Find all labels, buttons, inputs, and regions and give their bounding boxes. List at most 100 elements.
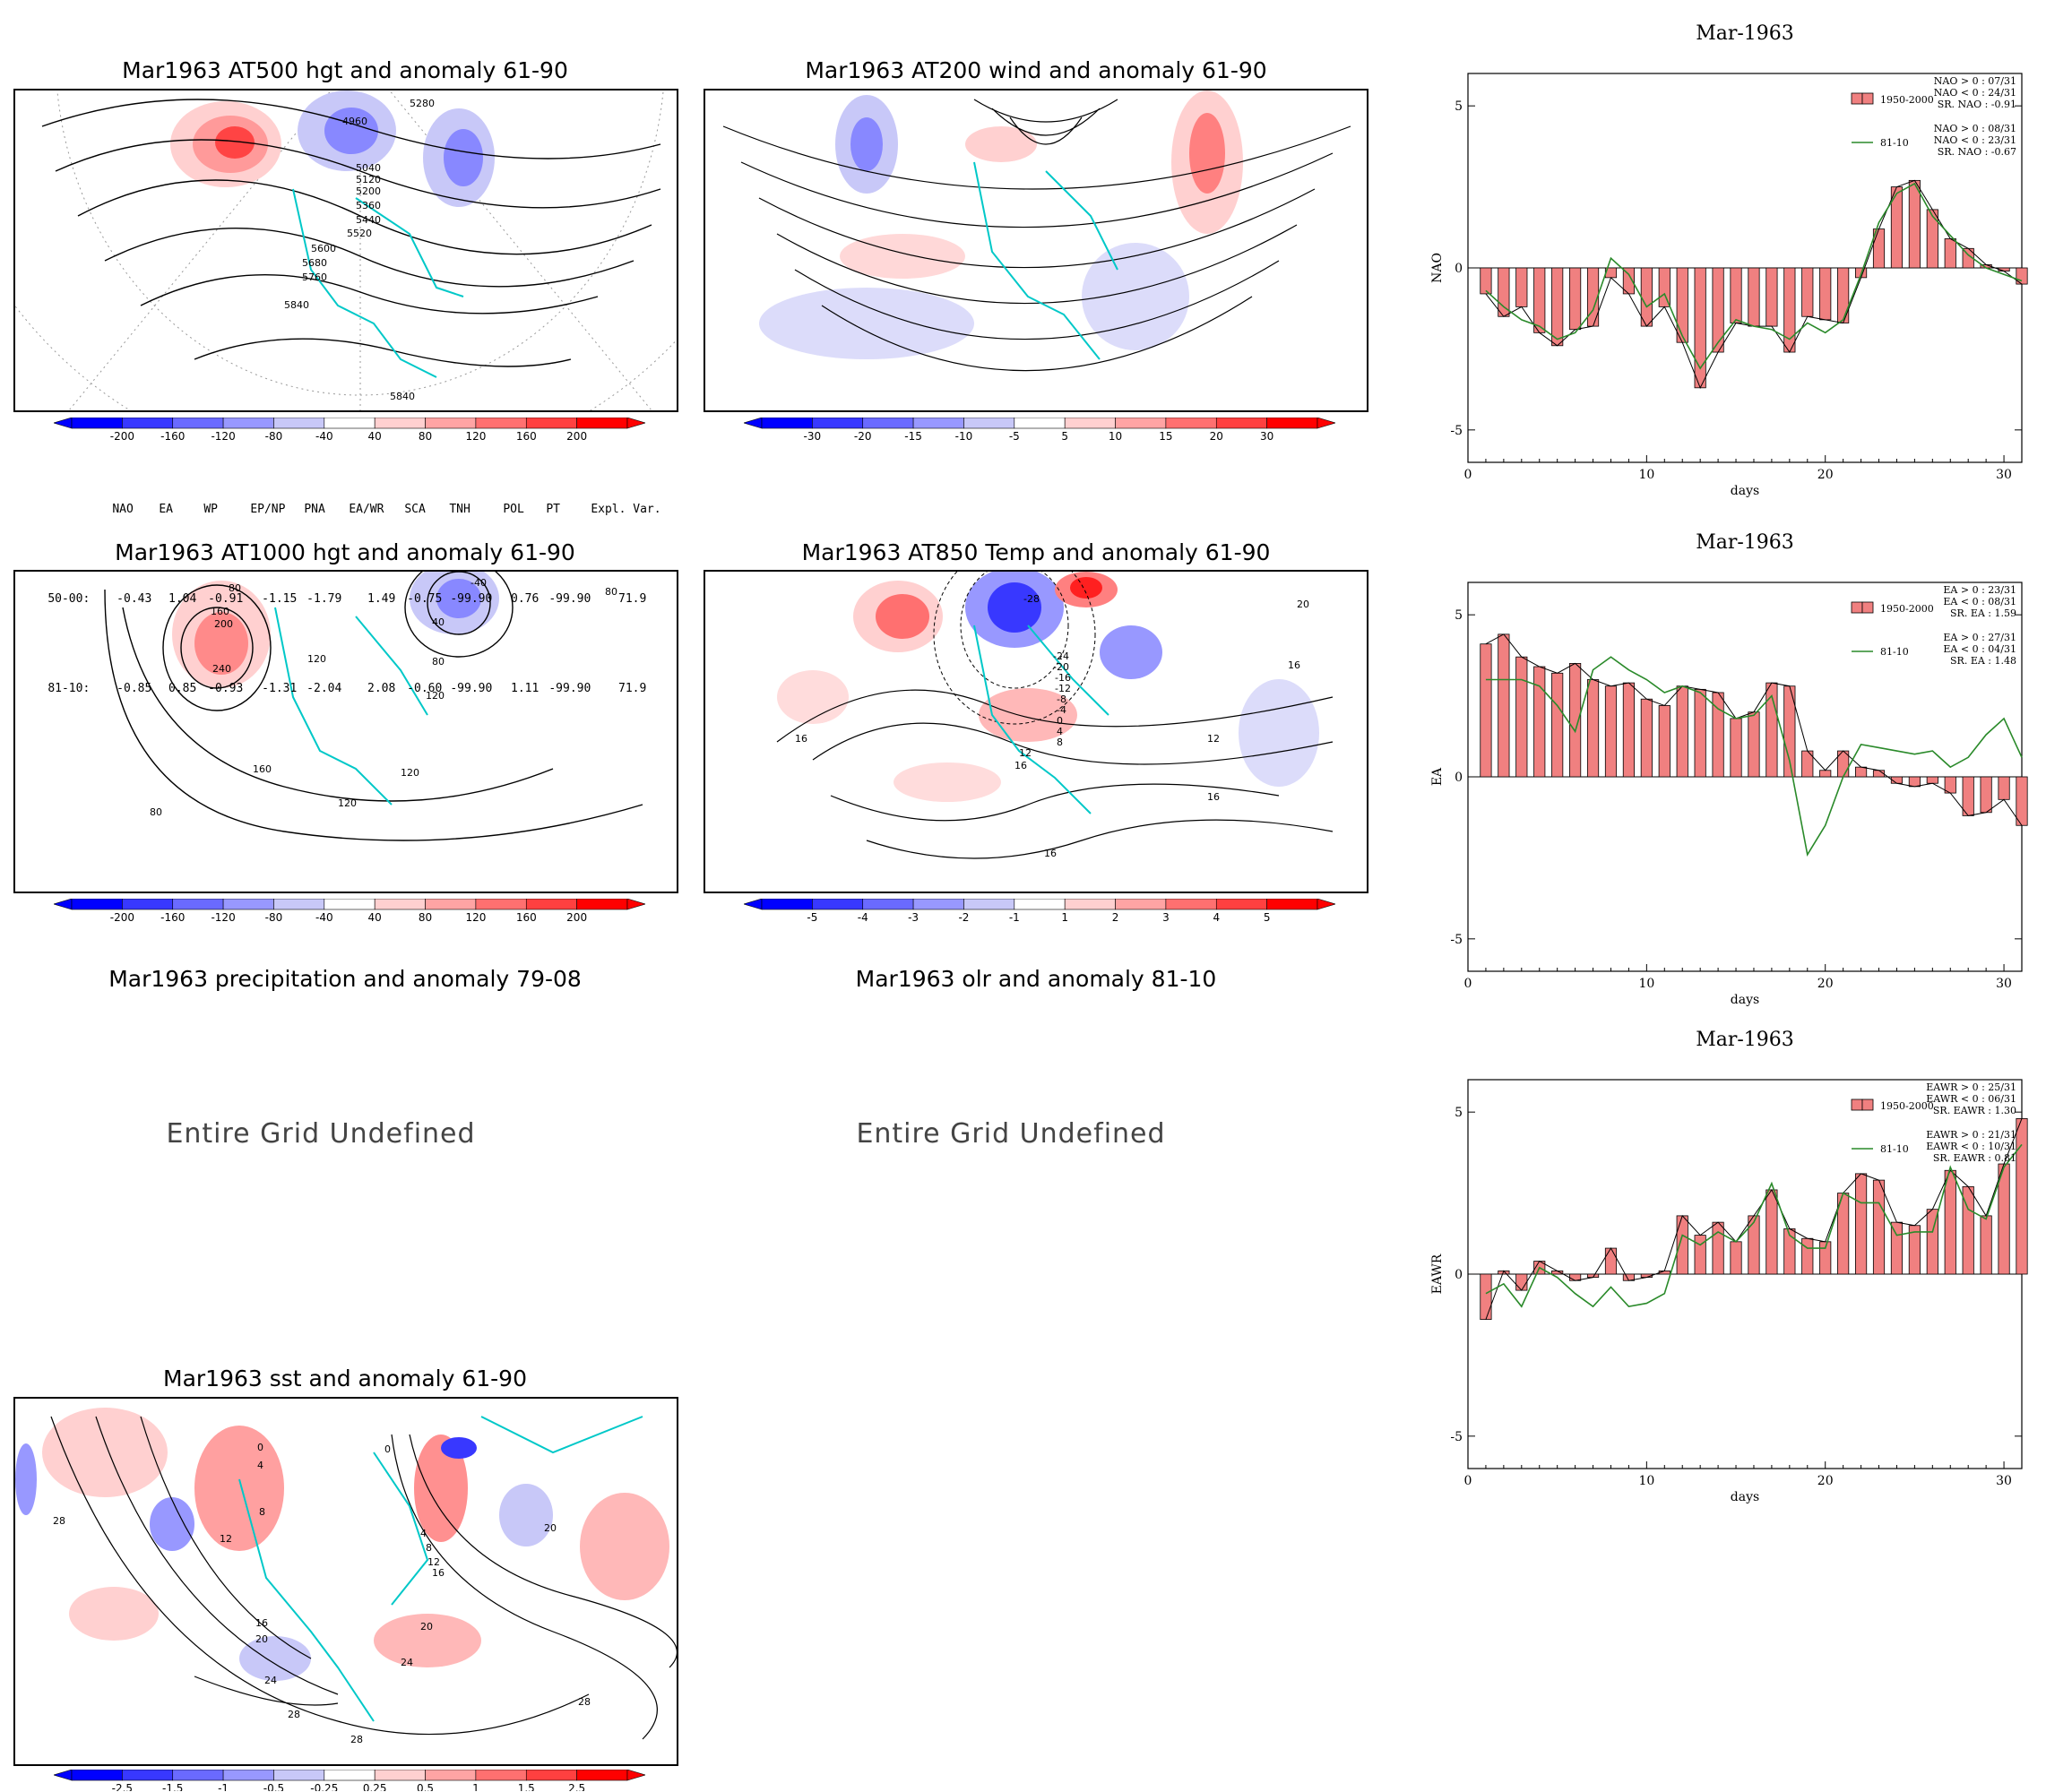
colorbar-arrow-left: [54, 1770, 73, 1781]
map-at500-plot: 5280 4960 5040 5120 5200 5360 5440 5520 …: [15, 90, 677, 410]
contour-label: -20: [1053, 661, 1069, 673]
legend-stat-1950-2000: NAO > 0 : 07/31: [1934, 75, 2016, 87]
colorbar-tick-label: 30: [1260, 430, 1273, 443]
chart-title: Mar-1963: [1696, 22, 1794, 45]
contour-label: 5120: [356, 174, 381, 185]
bar: [1515, 656, 1528, 778]
colorbar-arrow-right: [1317, 899, 1335, 910]
bar: [1819, 267, 1832, 321]
colorbar-tick-label: -2.5: [112, 1782, 133, 1791]
colorbar-arrow-right: [626, 899, 645, 910]
contour-label: 16: [1207, 791, 1220, 803]
colorbar-tick-label: -15: [904, 430, 922, 443]
colorbar-tick-label: 200: [566, 911, 587, 924]
colorbar-swatch: [374, 418, 426, 429]
map-title-sst: Mar1963 sst and anomaly 61-90: [163, 1366, 527, 1391]
index-cell: -1.31: [262, 682, 298, 695]
colorbar-tick-label: -200: [110, 430, 134, 443]
bar: [1694, 267, 1706, 389]
bar: [1837, 267, 1850, 323]
bar: [1658, 267, 1671, 307]
colorbar-tick-label: -160: [160, 911, 185, 924]
colorbar-swatch: [912, 418, 964, 429]
legend-bar-swatch: [1851, 92, 1863, 105]
bar: [2016, 776, 2028, 826]
colorbar-sst: -2.5 -1.5 -1 -0.5 -0.25 0.25 0.5 1 1.5 2.5: [54, 1770, 645, 1791]
contour-label: 160: [253, 763, 272, 775]
colorbar-tick-label: -30: [804, 430, 822, 443]
colorbar-swatch: [1215, 418, 1267, 429]
legend-bar-swatch: [1851, 601, 1863, 614]
bar: [1515, 1273, 1528, 1291]
contour-label: 16: [432, 1567, 445, 1579]
contour-label: 5360: [356, 200, 381, 211]
contour-label: 5840: [390, 391, 415, 402]
contour-label: 16: [795, 733, 807, 745]
colorbar-swatch: [761, 418, 813, 429]
y-axis-label: NAO: [1430, 253, 1445, 283]
colorbar-tick-label: 40: [368, 911, 382, 924]
colorbar-swatch: [475, 418, 527, 429]
contour-label: 28: [53, 1515, 65, 1527]
contour-label: 5440: [356, 214, 381, 226]
bar: [1622, 682, 1635, 778]
map-at200: [704, 89, 1368, 412]
y-tick-label: 0: [1455, 771, 1463, 785]
legend-bar-label: 1950-2000: [1880, 1100, 1934, 1112]
y-tick-label: -5: [1450, 933, 1463, 947]
contour-label: 28: [288, 1709, 300, 1720]
index-cell: -0.93: [208, 682, 244, 695]
colorbar-tick-label: -20: [854, 430, 872, 443]
legend-stat-1950-2000: EAWR < 0 : 06/31: [1926, 1093, 2016, 1105]
colorbar-swatch: [576, 418, 628, 429]
x-tick-label: 10: [1638, 1474, 1654, 1488]
bar: [1676, 267, 1688, 343]
colorbar-tick-label: 40: [368, 430, 382, 443]
colorbar-tick-label: 1: [1061, 911, 1068, 924]
index-header-cell: Expl. Var.: [591, 503, 661, 516]
colorbar-swatch: [273, 899, 325, 910]
colorbar-tick-label: 1: [472, 1782, 479, 1791]
bar: [1551, 267, 1564, 347]
colorbar-tick-label: 80: [419, 430, 432, 443]
index-header-cell: SCA: [404, 503, 426, 516]
chart-title: Mar-1963: [1696, 1029, 1794, 1051]
bar: [1855, 1173, 1868, 1275]
legend-bar-label: 1950-2000: [1880, 603, 1934, 615]
colorbar-tick-label: 200: [566, 430, 587, 443]
contour-label: 80: [605, 586, 617, 598]
x-axis-label: days: [1731, 993, 1759, 1007]
contour-label: 20: [544, 1522, 557, 1534]
bar: [1766, 1189, 1778, 1275]
bar: [1676, 685, 1688, 778]
colorbar-swatch: [525, 1770, 577, 1781]
contour-label: -12: [1055, 683, 1071, 694]
legend-line-label: 81-10: [1880, 646, 1909, 658]
colorbar-arrow-left: [744, 418, 763, 429]
colorbar-swatch: [374, 899, 426, 910]
bar: [1712, 267, 1724, 353]
colorbar-swatch: [172, 1770, 224, 1781]
map-sst-plot: 28 0 4 8 12 16 20 24 28 28 20 16 12 8 4 …: [15, 1408, 677, 1745]
index-header-cell: EP/NP: [250, 503, 286, 516]
contour-label: -16: [1055, 672, 1071, 684]
x-tick-label: 30: [1996, 1474, 2012, 1488]
colorbar-tick-label: -0.5: [263, 1782, 284, 1791]
contour-label: 240: [212, 663, 231, 675]
index-header-cell: TNH: [449, 503, 471, 516]
colorbar-swatch: [761, 899, 813, 910]
contour-label: 120: [401, 767, 419, 779]
contour-label: 0: [257, 1442, 263, 1453]
colorbar-tick-label: 120: [465, 430, 486, 443]
colorbar-tick-label: 5: [1061, 430, 1068, 443]
bar: [1676, 1215, 1688, 1275]
colorbar-tick-label: -80: [265, 430, 283, 443]
bar: [1872, 1179, 1886, 1275]
bar: [1980, 1215, 1992, 1275]
bar: [1604, 1247, 1618, 1275]
bar: [1890, 1221, 1904, 1275]
contour-label: 24: [401, 1657, 413, 1668]
colorbar-hgt-1000: -200 -160 -120 -80 -40 40 80 120 160 200: [54, 899, 645, 924]
index-header-cell: PNA: [304, 503, 325, 516]
contour-label: 28: [578, 1696, 591, 1708]
